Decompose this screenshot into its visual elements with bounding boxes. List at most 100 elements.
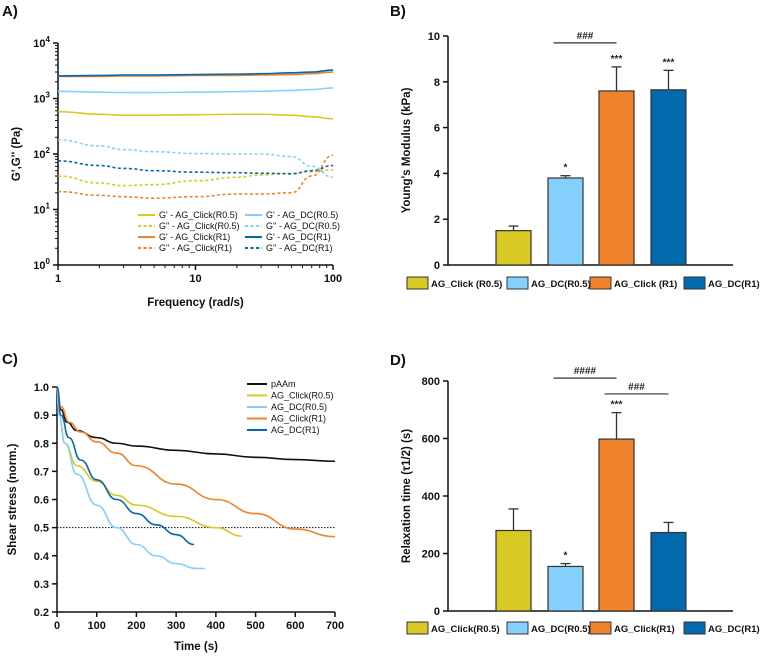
y-axis-label: Relaxation time (τ1/2) (s) (401, 429, 413, 563)
y-tick-label: 6 (434, 123, 440, 135)
y-tick-label: 10 (428, 31, 440, 43)
x-axis-label: Frequency (rad/s) (147, 297, 244, 309)
series-line (56, 386, 205, 570)
y-tick-label: 1.0 (34, 382, 49, 394)
legend-label: G' - AG_DC(R0.5) (266, 210, 338, 220)
panel-label: D) (390, 352, 406, 369)
x-tick-label: 1 (55, 273, 61, 285)
tick-exponent: 2 (46, 146, 51, 155)
y-tick-label: 0 (434, 606, 440, 618)
x-tick-label: 100 (88, 620, 106, 632)
legend-label: G'' - AG_DC(R0.5) (266, 221, 340, 231)
panel-label: A) (2, 3, 18, 20)
x-tick-label: 300 (167, 620, 185, 632)
y-tick-label: 4 (434, 168, 441, 180)
bar (495, 529, 532, 612)
bar (547, 565, 584, 612)
legend-swatch (683, 276, 706, 290)
y-tick-label: 100 (33, 257, 50, 272)
panel-label: B) (390, 3, 406, 20)
y-tick-label: 104 (33, 35, 50, 50)
series-line (57, 87, 334, 94)
panel-label: C) (2, 351, 18, 368)
tick-base: 10 (33, 38, 45, 50)
y-axis-label: Shear stress (norm.) (7, 443, 19, 555)
bar (598, 438, 635, 612)
significance-label: ### (577, 31, 594, 42)
series-line (56, 386, 336, 538)
bar (547, 177, 584, 266)
y-tick-label: 101 (33, 202, 50, 217)
legend-label: AG_Click (R1) (614, 279, 677, 290)
x-tick-label: 500 (246, 620, 264, 632)
x-tick-label: 10 (189, 273, 201, 285)
legend-label: AG_DC(R1) (271, 425, 320, 435)
series-line (57, 69, 334, 77)
tick-exponent: 3 (46, 91, 51, 100)
series-line (56, 386, 336, 463)
legend-label: G' - AG_DC(R1) (266, 232, 331, 242)
tick-exponent: 0 (46, 257, 51, 266)
legend-label: AG_Click(R0.5) (431, 624, 500, 635)
y-axis-label: G',G'' (Pa) (11, 127, 23, 181)
bar (650, 531, 687, 612)
panel-c: C) 0.2 0.3 0.4 0.5 0.6 0.7 0.8 0.9 1.0 0 100 200 300 4… (2, 351, 344, 653)
y-tick-label: 0.2 (34, 607, 49, 619)
tick-base: 10 (33, 260, 45, 272)
y-tick-label: 600 (422, 434, 440, 446)
legend-label: AG_Click(R1) (271, 414, 326, 424)
panel-d: D) 0 200 400 600 800 Relaxation time (τ1/2) (s… (390, 352, 760, 635)
significance-label: ### (628, 382, 645, 393)
bar (495, 230, 532, 266)
significance-marker: *** (611, 54, 623, 65)
legend-swatch (589, 621, 612, 635)
legend-swatch (589, 276, 612, 290)
legend-label: AG_Click (R0.5) (431, 279, 502, 290)
tick-base: 10 (33, 205, 45, 217)
legend-label: AG_Click(R1) (614, 624, 675, 635)
legend-label: G'' - AG_Click(R1) (159, 243, 232, 253)
legend-swatch (683, 621, 706, 635)
legend-swatch (406, 276, 429, 290)
tick-exponent: 1 (46, 202, 51, 211)
y-axis-label: Young's Modulus (kPa) (401, 87, 413, 213)
series-line (57, 110, 334, 120)
x-axis-label: Time (s) (174, 641, 218, 653)
significance-marker: *** (611, 400, 623, 411)
y-tick-label: 103 (33, 91, 50, 106)
legend-label: G'' - AG_DC(R1) (266, 243, 332, 253)
y-tick-label: 0.6 (34, 495, 49, 507)
x-tick-label: 0 (54, 620, 60, 632)
series-line (57, 168, 334, 187)
y-tick-label: 0.3 (34, 579, 49, 591)
legend-swatch (406, 621, 429, 635)
series-line (56, 386, 195, 546)
tick-base: 10 (33, 94, 45, 106)
significance-marker: * (564, 551, 568, 562)
legend-label: AG_Click(R0.5) (271, 391, 334, 401)
x-tick-label: 600 (286, 620, 304, 632)
y-tick-label: 0.7 (34, 466, 49, 478)
y-tick-label: 200 (422, 549, 440, 561)
significance-label: #### (574, 366, 597, 377)
legend-label: AG_DC(R1) (708, 279, 760, 290)
y-tick-label: 0 (434, 260, 440, 272)
y-tick-label: 0.9 (34, 410, 49, 422)
y-tick-label: 102 (33, 146, 50, 161)
x-tick-label: 700 (326, 620, 344, 632)
series-line (57, 154, 334, 199)
y-tick-label: 400 (422, 491, 440, 503)
x-tick-label: 100 (324, 273, 342, 285)
legend-label: G'' - AG_Click(R0.5) (159, 221, 239, 231)
y-tick-label: 800 (422, 376, 440, 388)
x-tick-label: 200 (127, 620, 145, 632)
significance-marker: * (564, 163, 568, 174)
tick-exponent: 4 (46, 35, 51, 44)
y-tick-label: 0.4 (34, 551, 50, 563)
series-line (57, 71, 334, 78)
legend-label: G' - AG_Click(R0.5) (159, 210, 238, 220)
significance-marker: *** (663, 57, 675, 68)
